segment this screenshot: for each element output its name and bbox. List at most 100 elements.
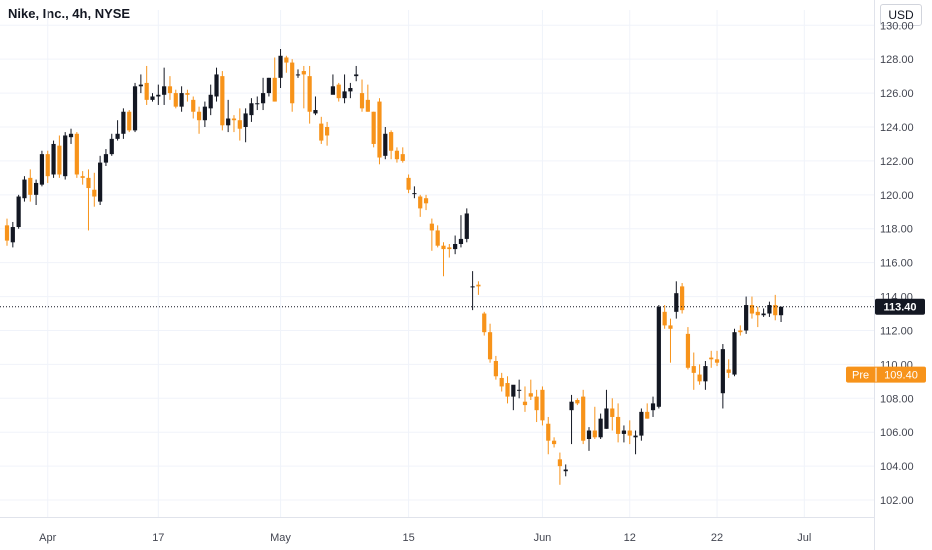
candle [354,65,359,82]
candle-body [98,162,103,202]
candle [348,82,353,99]
candle-body [470,286,475,288]
candle [511,384,516,411]
candle [57,135,62,178]
candle-body [231,118,237,121]
candle-body [4,225,10,241]
candle-body [423,198,429,204]
candle-body [551,440,557,445]
candle [307,65,312,124]
candle-body [557,459,562,467]
candle [109,133,114,156]
candle [51,140,56,178]
candle [325,121,330,146]
candle-body [453,244,458,250]
candle [732,328,737,377]
candle [342,74,347,104]
candle-body [505,383,510,397]
candle-body [744,305,749,331]
candle [592,406,597,439]
candle [749,296,755,319]
candle [214,67,219,102]
candle [98,155,103,205]
x-tick-label: 22 [711,532,723,544]
candle-body [295,74,301,76]
candle [406,174,411,194]
candle [202,101,207,127]
candle-body [377,101,382,158]
candle [744,296,749,334]
candle [185,89,190,102]
candle [255,96,260,111]
candle-body [319,123,324,141]
candle-body [34,182,39,195]
candle-body [272,77,277,102]
candle-body [109,138,114,155]
candle [127,110,132,133]
candle-body [761,313,766,316]
candle [295,69,301,78]
candle [668,318,673,363]
candle-body [668,325,673,329]
candle [16,194,21,229]
candle-body [709,357,714,360]
candle [534,389,539,423]
candle [697,364,702,385]
candle [458,215,464,248]
candle [551,437,557,448]
candle-body [330,86,336,95]
candle [470,271,475,311]
candle-body [144,82,149,100]
candle-body [208,94,213,109]
candle [755,306,760,328]
candle-body [80,176,85,178]
candle [144,65,149,105]
candle-body [394,150,400,160]
candle-body [226,118,231,126]
candle-body [674,293,679,312]
candle [709,350,714,368]
candle-body [604,408,609,429]
candle-body [778,306,784,316]
candle [627,420,632,445]
candle-body [633,435,638,438]
candle [359,79,365,112]
candle-body [511,384,516,397]
candle-body [586,430,592,439]
x-tick-label: 15 [402,532,414,544]
y-tick-label: 128.00 [880,54,914,66]
candle-body [662,311,667,326]
candle-body [156,94,161,97]
candle-body [703,366,708,382]
candle [569,394,574,445]
candle-body [487,332,493,360]
candle-body [726,369,731,373]
candle [528,379,533,400]
candle [237,108,242,141]
candle-body [569,401,574,411]
candle-body [546,423,551,441]
candle-body [86,177,91,189]
candle [4,218,10,246]
candle-body [301,71,306,75]
candle [68,128,74,144]
x-tick-label: Apr [39,532,56,544]
y-tick-label: 118.00 [880,224,913,236]
candle-body [10,227,15,243]
candle [662,305,667,329]
candle-body [447,247,452,250]
currency-selector[interactable]: USD [880,4,922,26]
x-tick-label: Jul [797,532,811,544]
candle-body [616,416,621,434]
candle-body [150,96,155,100]
candle [138,74,143,94]
candle [616,403,621,443]
premarket-tag [846,366,926,383]
y-tick-label: 120.00 [880,190,914,202]
candle-body [732,332,737,375]
candle-body [278,55,283,78]
candle [319,116,324,144]
last-price-label: 113.40 [883,302,916,314]
candle-body [645,411,650,419]
